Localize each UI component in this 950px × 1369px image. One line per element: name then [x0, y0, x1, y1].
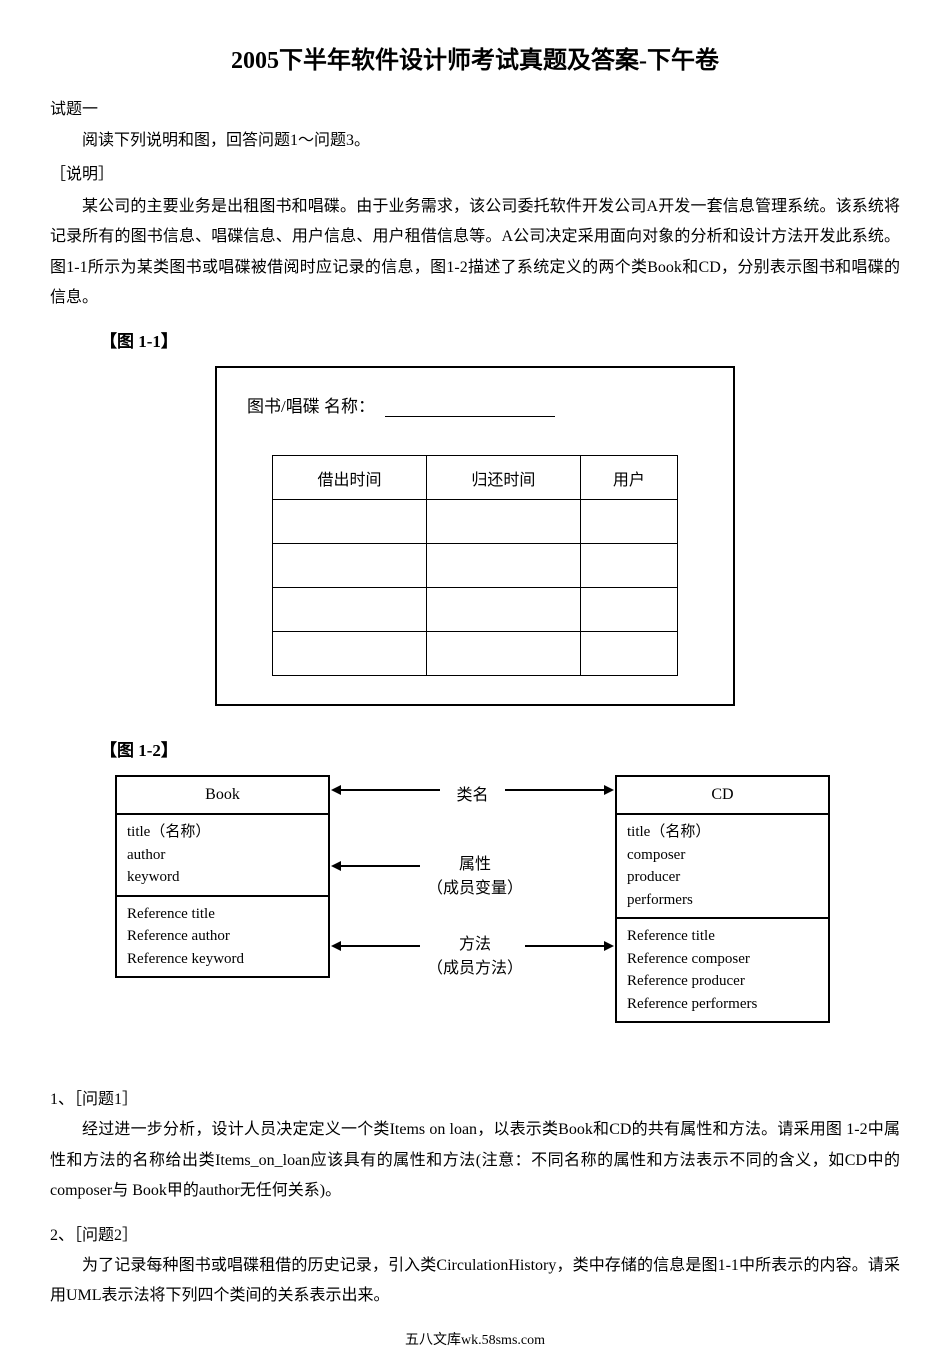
figure-1-2: Book title（名称） author keyword Reference … — [115, 775, 835, 1055]
arrow-line — [340, 865, 420, 867]
center-label-methods: 方法 （成员方法） — [425, 930, 525, 978]
arrow-head-icon — [604, 785, 614, 795]
arrow-head-icon — [331, 785, 341, 795]
figure-1-1: 图书/唱碟 名称： 借出时间 归还时间 用户 — [215, 366, 735, 706]
table-row — [273, 544, 678, 588]
fig11-header-text: 图书/唱碟 名称： — [247, 397, 375, 416]
center-label-attrs-l1: 属性 — [459, 856, 491, 873]
fig11-blank-line — [385, 416, 555, 417]
fig11-table: 借出时间 归还时间 用户 — [272, 455, 678, 676]
center-label-attrs-l2: （成员变量） — [427, 880, 523, 897]
center-label-methods-l2: （成员方法） — [427, 960, 523, 977]
center-label-methods-l1: 方法 — [459, 936, 491, 953]
arrow-head-icon — [331, 941, 341, 951]
figure-1-2-label: 【图 1-2】 — [100, 736, 900, 761]
page-title: 2005下半年软件设计师考试真题及答案-下午卷 — [50, 40, 900, 75]
uml-cd-title: CD — [617, 777, 828, 815]
arrow-line — [340, 945, 420, 947]
footer-text: 五八文库wk.58sms.com — [50, 1329, 900, 1349]
question-header: 试题一 — [50, 95, 900, 119]
description-body: 某公司的主要业务是出租图书和唱碟。由于业务需求，该公司委托软件开发公司A开发一套… — [50, 192, 900, 314]
figure-1-1-label: 【图 1-1】 — [100, 327, 900, 352]
center-label-classname: 类名 — [450, 781, 495, 805]
uml-cd-attrs: title（名称） composer producer performers — [617, 815, 828, 919]
question-1-body: 经过进一步分析，设计人员决定定义一个类Items on loan，以表示类Boo… — [50, 1115, 900, 1206]
arrow-line — [340, 789, 440, 791]
question-2-label: 2、［问题2］ — [50, 1221, 900, 1245]
table-row — [273, 632, 678, 676]
table-row: 借出时间 归还时间 用户 — [273, 456, 678, 500]
uml-cd-methods: Reference title Reference composer Refer… — [617, 919, 828, 1021]
arrow-head-icon — [331, 861, 341, 871]
intro-line: 阅读下列说明和图，回答问题1～问题3。 — [50, 127, 900, 156]
arrow-line — [525, 945, 605, 947]
question-2-body: 为了记录每种图书或唱碟租借的历史记录，引入类CirculationHistory… — [50, 1251, 900, 1312]
arrow-line — [505, 789, 605, 791]
table-row — [273, 500, 678, 544]
question-1-label: 1、［问题1］ — [50, 1085, 900, 1109]
col-header-3: 用户 — [580, 456, 677, 500]
uml-cd-box: CD title（名称） composer producer performer… — [615, 775, 830, 1023]
center-label-attrs: 属性 （成员变量） — [425, 850, 525, 898]
uml-book-box: Book title（名称） author keyword Reference … — [115, 775, 330, 978]
uml-book-title: Book — [117, 777, 328, 815]
col-header-2: 归还时间 — [426, 456, 580, 500]
description-label: ［说明］ — [50, 160, 900, 184]
uml-book-attrs: title（名称） author keyword — [117, 815, 328, 897]
col-header-1: 借出时间 — [273, 456, 427, 500]
table-row — [273, 588, 678, 632]
uml-book-methods: Reference title Reference author Referen… — [117, 897, 328, 977]
arrow-head-icon — [604, 941, 614, 951]
